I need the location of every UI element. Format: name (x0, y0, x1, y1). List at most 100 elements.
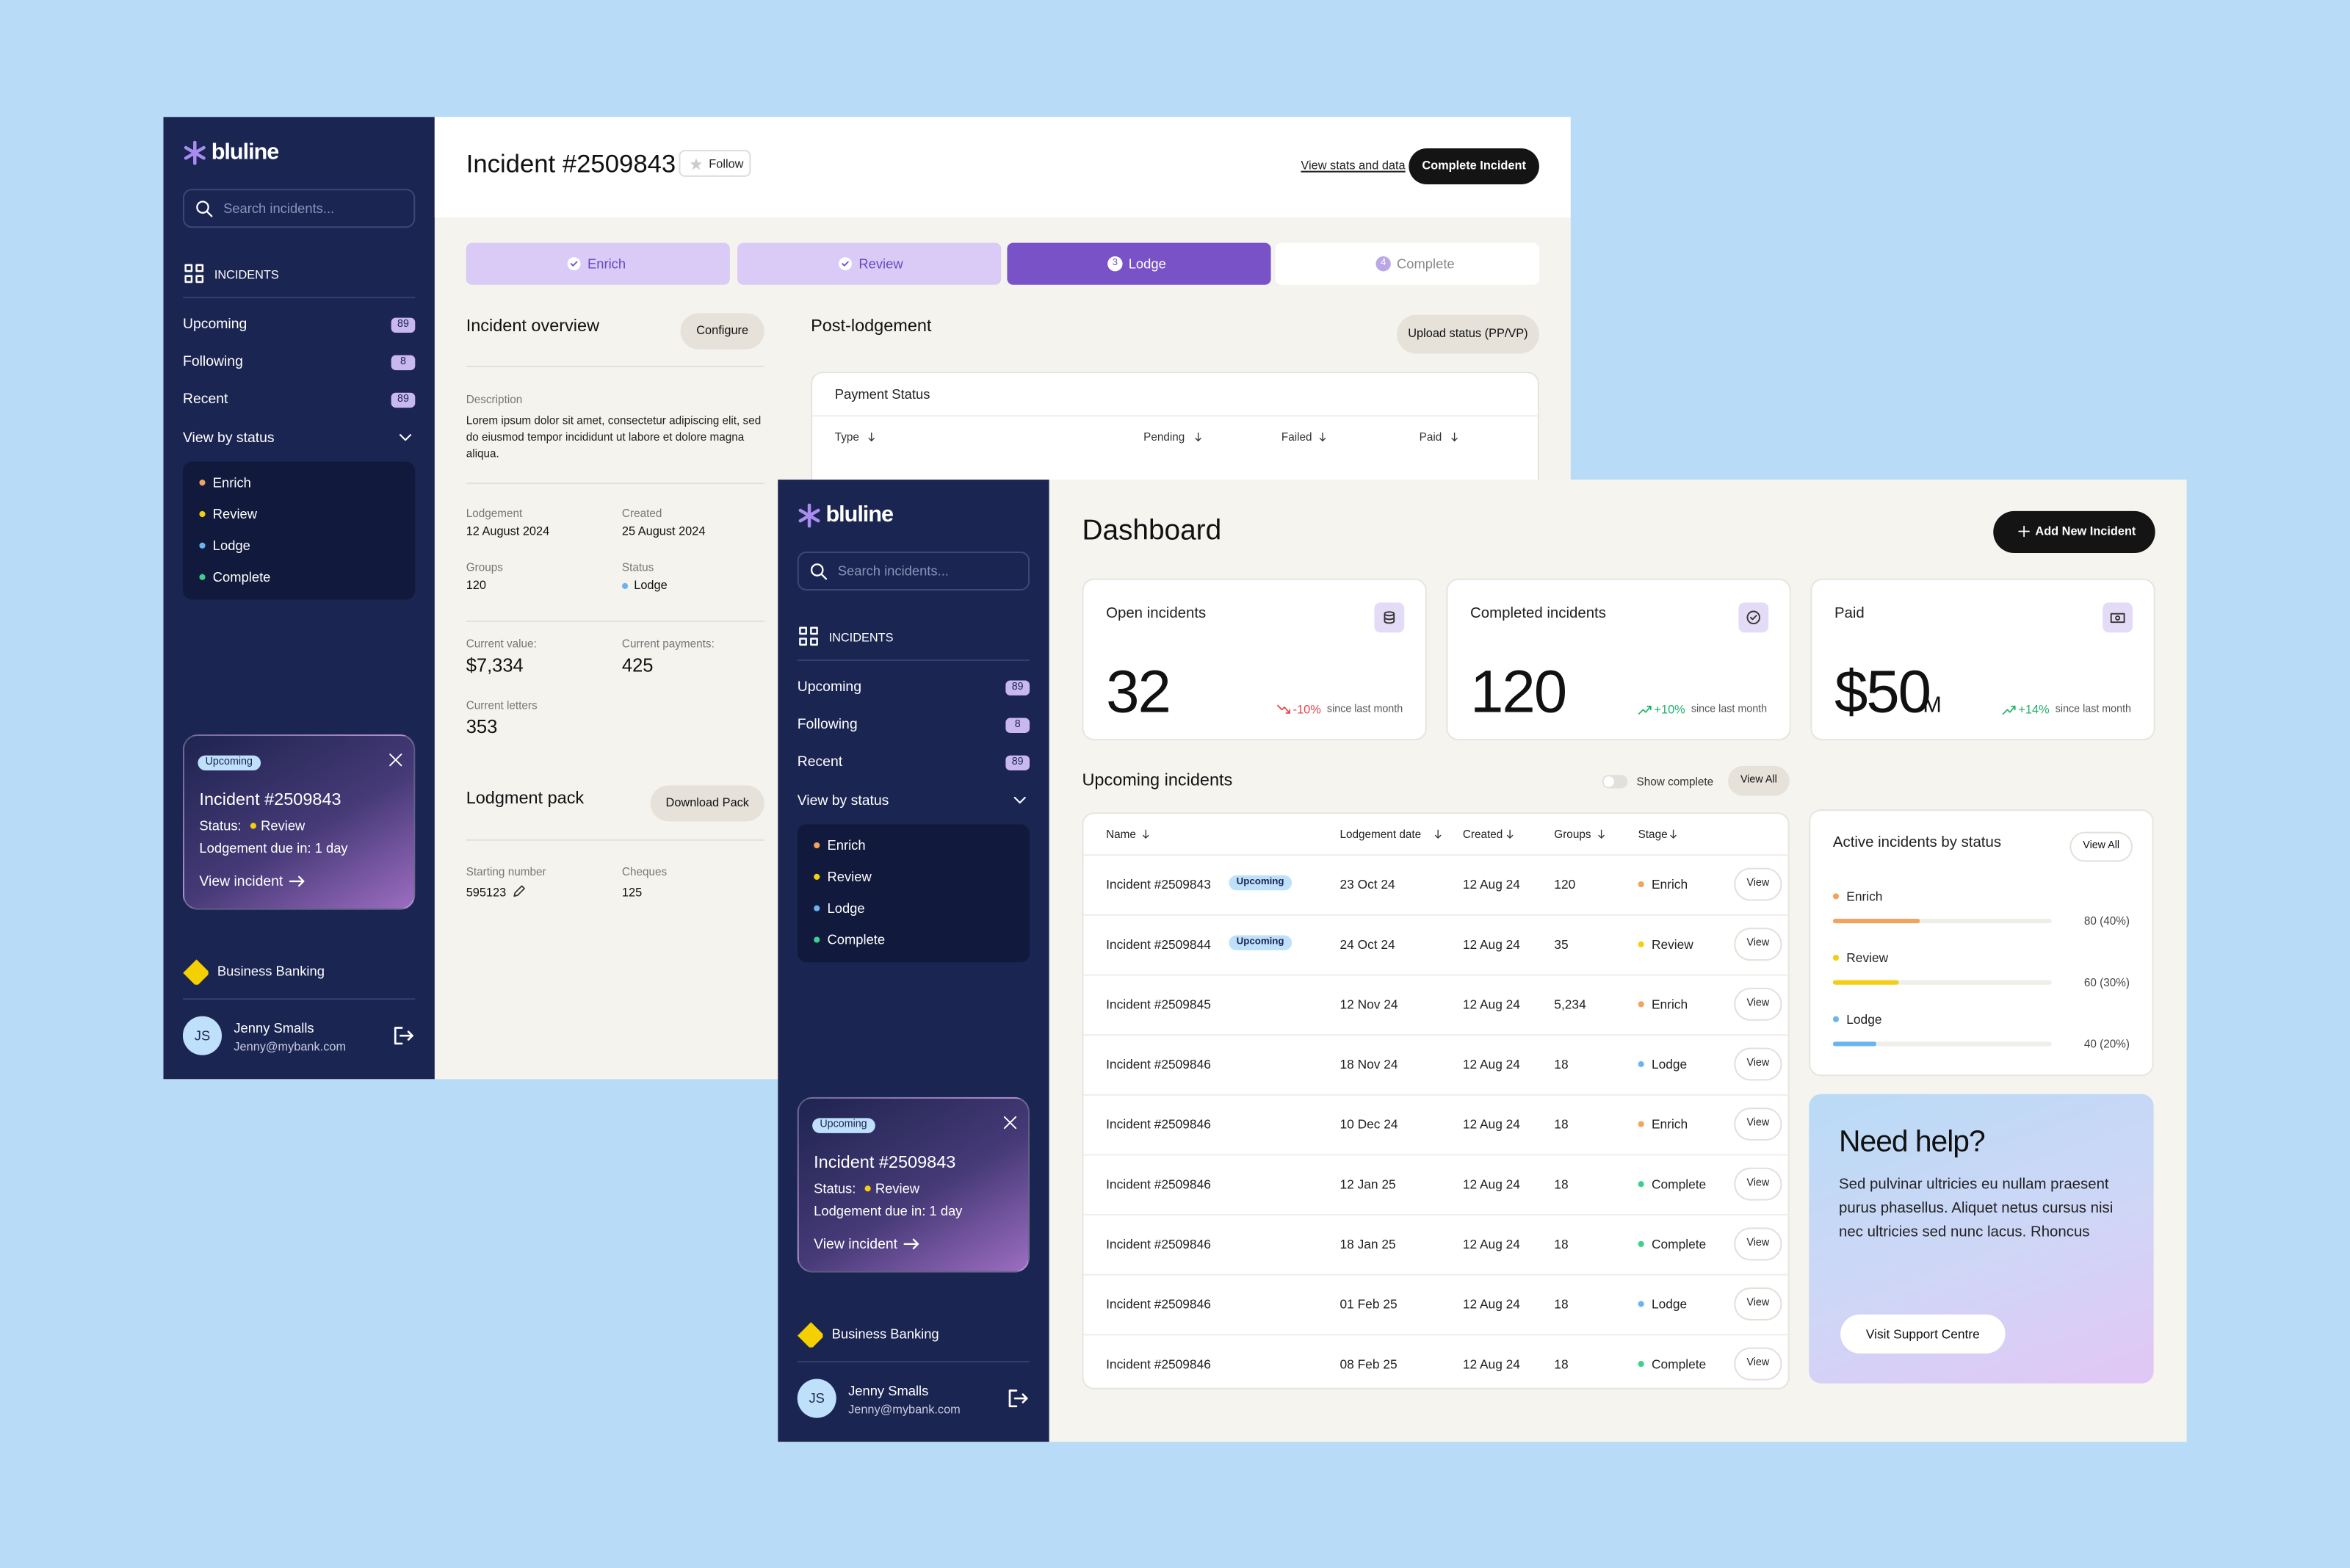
nav-item[interactable]: View by status (182, 430, 275, 447)
sort-icon (1506, 829, 1514, 839)
bank-name: Business Banking (831, 1326, 939, 1342)
status-label: Review (1846, 950, 1889, 966)
incident-name[interactable]: Incident #2509845 (1106, 997, 1211, 1012)
view-button[interactable]: View (1734, 1108, 1782, 1141)
icon-part (912, 1238, 919, 1250)
brand: bluline (211, 139, 280, 165)
icon-part (1746, 610, 1760, 625)
search-placeholder: Search incidents... (837, 563, 949, 579)
complete-button[interactable]: Complete Incident (1409, 148, 1539, 185)
status-item[interactable]: Complete (827, 932, 886, 947)
column-header: Name (1106, 827, 1136, 841)
field-label: Status (621, 560, 654, 574)
incident-name[interactable]: Incident #2509846 (1106, 1236, 1211, 1252)
view-button[interactable]: View (1734, 867, 1782, 901)
view-button[interactable]: View (1734, 1287, 1782, 1320)
nav-count: 89 (1005, 680, 1030, 696)
incident-name[interactable]: Incident #2509846 (1106, 1056, 1211, 1072)
user-name: Jenny Smalls (848, 1383, 929, 1399)
status-item[interactable]: Lodge (212, 538, 250, 554)
icon-part (1451, 438, 1458, 441)
step-number: 3 (1107, 256, 1123, 272)
incident-name[interactable]: Incident #2509846 (1106, 1356, 1211, 1372)
configure-button[interactable]: Configure (680, 313, 764, 350)
step[interactable]: Review (737, 242, 1002, 285)
lodgement-date: 12 Jan 25 (1340, 1177, 1396, 1192)
view-button[interactable]: View (1734, 928, 1782, 961)
incident-name[interactable]: Incident #2509846 (1106, 1177, 1211, 1192)
search-icon (196, 200, 213, 217)
nav-item[interactable]: Following (797, 716, 858, 733)
status-item[interactable]: Enrich (827, 837, 866, 853)
nav-item[interactable]: Recent (182, 391, 228, 408)
nav-item[interactable]: Upcoming (182, 316, 247, 333)
follow-label: Follow (709, 157, 744, 171)
help-card: Need help? Sed pulvinar ultricies eu null… (1809, 1094, 2154, 1384)
stage: Review (1651, 936, 1693, 952)
view-all-button[interactable]: View All (1728, 765, 1790, 796)
search-box[interactable]: Search incidents... (797, 552, 1030, 591)
created-date: 12 Aug 24 (1462, 1177, 1520, 1192)
status-item[interactable]: Lodge (827, 900, 865, 916)
nav-item[interactable]: Following (182, 353, 243, 371)
incident-name[interactable]: Incident #2509846 (1106, 1296, 1211, 1312)
incident-name[interactable]: Incident #2509844 (1106, 936, 1211, 952)
sidebar: bluline Search incidents... INCIDENTS Upcom… (778, 480, 1049, 1442)
toggle-label: Show complete (1636, 775, 1714, 789)
status-item[interactable]: Review (212, 506, 258, 522)
view-all-button[interactable]: View All (2069, 831, 2133, 862)
add-button[interactable]: Add New Incident (1993, 510, 2155, 554)
lodgement-date: 18 Nov 24 (1340, 1056, 1398, 1072)
incident-table: Name Lodgement date Created Groups Stage Inci… (1082, 812, 1791, 1390)
groups: 18 (1554, 1177, 1569, 1192)
groups: 18 (1554, 1116, 1569, 1132)
search-box[interactable]: Search incidents... (182, 189, 416, 228)
icon (1384, 611, 1395, 624)
step[interactable]: 4 Complete (1275, 242, 1539, 285)
view-button[interactable]: View (1734, 1167, 1782, 1201)
nav-item[interactable]: Recent (797, 754, 843, 770)
view-button[interactable]: View (1734, 1227, 1782, 1261)
stat-card: Paid $50 M +14% since last month (1810, 578, 2155, 741)
nav-item[interactable]: View by status (797, 792, 889, 810)
lodgement-date: 24 Oct 24 (1340, 936, 1395, 952)
step[interactable]: 3 Lodge (1007, 242, 1271, 285)
status-item[interactable]: Enrich (212, 474, 251, 491)
upload-button[interactable]: Upload status (PP/VP) (1397, 314, 1539, 354)
incident-name[interactable]: Incident #2509846 (1106, 1116, 1211, 1132)
stage: Complete (1651, 1356, 1707, 1372)
icon-part (184, 275, 193, 283)
avatar: JS (797, 1379, 836, 1418)
view-button[interactable]: View (1734, 1047, 1782, 1081)
step[interactable]: Enrich (466, 242, 730, 285)
status-dot (199, 574, 206, 580)
status-item[interactable]: Complete (212, 569, 271, 585)
promo-link[interactable]: View incident (199, 873, 283, 891)
icon-part (570, 261, 578, 267)
promo-link[interactable]: View incident (814, 1236, 898, 1254)
bar-track (1832, 980, 2052, 985)
promo-status-label: Status: (814, 1181, 856, 1196)
created-date: 12 Aug 24 (1462, 936, 1520, 952)
sort-icon (1195, 432, 1201, 441)
status-dot (1638, 1061, 1644, 1068)
status-item[interactable]: Review (827, 869, 872, 885)
check-icon (567, 257, 581, 271)
support-button[interactable]: Visit Support Centre (1840, 1314, 2006, 1354)
stats-link[interactable]: View stats and data (1301, 159, 1406, 173)
stat-value: $50 (1834, 659, 1931, 726)
nav-item[interactable]: Upcoming (797, 679, 862, 696)
view-button[interactable]: View (1734, 1347, 1782, 1381)
follow-button[interactable]: Follow (679, 150, 751, 177)
status-dot (1638, 881, 1644, 888)
nav-count: 89 (391, 392, 416, 408)
promo-badge: Upcoming (812, 1118, 875, 1134)
nav-count: 8 (391, 355, 416, 371)
view-button[interactable]: View (1734, 987, 1782, 1021)
incident-name[interactable]: Incident #2509843 (1106, 876, 1211, 892)
icon-part (798, 508, 820, 523)
download-button[interactable]: Download Pack (650, 785, 764, 822)
field-label: Lodgement (466, 506, 523, 521)
bank-logo (183, 959, 209, 985)
status-dot (1638, 1361, 1644, 1368)
